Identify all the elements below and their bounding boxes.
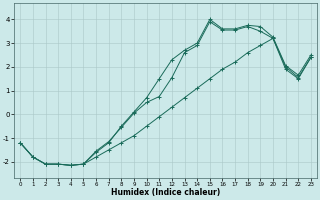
X-axis label: Humidex (Indice chaleur): Humidex (Indice chaleur)	[111, 188, 220, 197]
